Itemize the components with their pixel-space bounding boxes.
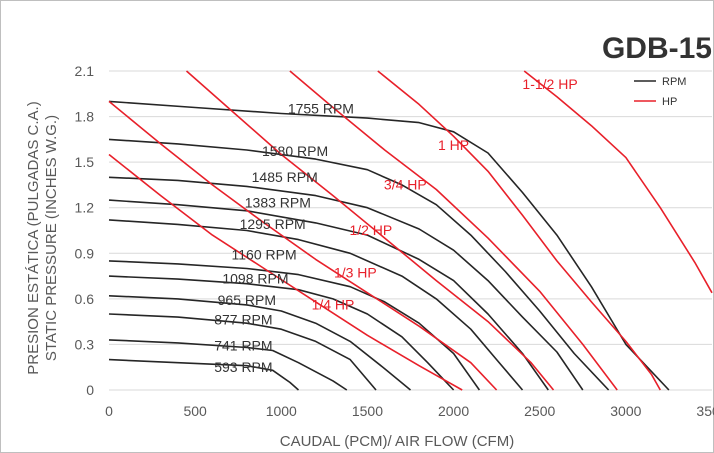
chart-title: GDB-15 [602,32,712,65]
hp-curve-1-4-hp [108,153,463,391]
y-tick-label: 0.6 [75,291,95,307]
rpm-curve-1485-rpm [108,176,584,391]
y-axis-title-line-2: STATIC PRESSURE (INCHES W.G.) [43,115,60,361]
hp-label-3-4-hp: 3/4 HP [384,176,427,192]
hp-curve-1-hp [377,70,661,391]
curve-labels: 1755 RPM 1580 RPM 1485 RPM 1383 RPM 1295 RPM… [214,76,577,375]
legend: RPM HP [634,76,686,108]
hp-curve-1-2-hp [185,70,555,391]
rpm-curve-1755-rpm [108,100,670,391]
y-tick-label: 0.9 [75,245,95,261]
hp-label-1-hp: 1 HP [438,137,469,153]
rpm-label-1160-rpm: 1160 RPM [232,246,297,262]
legend-label-hp: HP [662,96,677,108]
hp-label-1-4-hp: 1/4 HP [312,296,355,312]
rpm-curve-1580-rpm [108,138,610,391]
rpm-label-741-rpm: 741 RPM [214,338,272,354]
rpm-curve-741-rpm [108,339,348,391]
rpm-label-1295-rpm: 1295 RPM [240,216,306,232]
x-tick-label: 1000 [266,403,297,419]
y-tick-label: 1.5 [75,154,95,170]
rpm-curve-593-rpm [108,358,300,391]
hp-curve-3-4-hp [289,70,618,391]
rpm-curve-1295-rpm [108,219,524,391]
x-axis-title: CAUDAL (PCM)/ AIR FLOW (CFM) [280,433,514,450]
x-tick-label: 2500 [524,403,555,419]
x-tick-label: 500 [183,403,207,419]
rpm-curve-877-rpm [108,313,377,391]
hp-label-1-3-hp: 1/3 HP [334,265,377,281]
y-tick-label: 1.2 [75,200,95,216]
x-tick-label: 2000 [438,403,469,419]
y-tick-label: 1.8 [75,109,95,125]
y-axis-title-line-1: PRESION ESTÁTICA (PULGADAS C.A.) [25,101,42,374]
rpm-label-593-rpm: 593 RPM [214,359,272,375]
rpm-curve-1383-rpm [108,199,549,391]
rpm-label-877-rpm: 877 RPM [214,312,272,328]
y-tick-label: 0.3 [75,336,95,352]
rpm-curve-1098-rpm [108,275,455,391]
hp-curve-1-1-2-hp [523,70,713,294]
hp-label-1-1-2-hp: 1-1/2 HP [522,76,577,92]
rpm-curve-965-rpm [108,295,412,391]
legend-label-rpm: RPM [662,76,686,88]
rpm-label-1755-rpm: 1755 RPM [288,101,354,117]
hp-curve-1-3-hp [108,100,498,391]
hp-curves [108,70,713,391]
x-tick-label: 3000 [610,403,641,419]
x-tick-label: 3500 [696,403,714,419]
x-tick-label: 0 [105,403,113,419]
x-tick-label: 1500 [352,403,383,419]
y-tick-label: 0 [86,382,94,398]
hp-label-1-2-hp: 1/2 HP [349,222,392,238]
rpm-label-965-rpm: 965 RPM [218,292,276,308]
y-axis-ticks: 0 0.3 0.6 0.9 1.2 1.5 1.8 2.1 [75,63,95,398]
rpm-curves [108,100,670,391]
x-axis-ticks: 0 500 1000 1500 2000 2500 3000 3500 [105,403,714,419]
rpm-label-1485-rpm: 1485 RPM [252,169,318,185]
rpm-label-1098-rpm: 1098 RPM [222,271,288,287]
rpm-label-1580-rpm: 1580 RPM [262,143,328,159]
rpm-label-1383-rpm: 1383 RPM [245,195,311,211]
y-tick-label: 2.1 [75,63,95,79]
